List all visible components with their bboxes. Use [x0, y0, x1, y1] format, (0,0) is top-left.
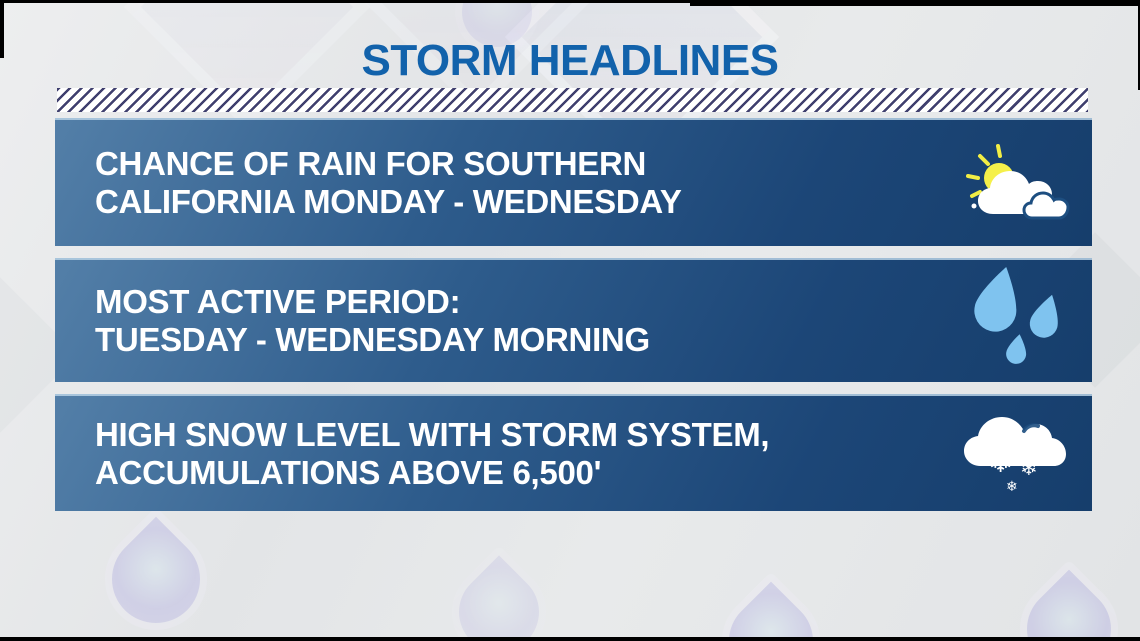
banner-line: CHANCE OF RAIN FOR SOUTHERN: [95, 145, 647, 182]
headline-banner-rain-chance: CHANCE OF RAIN FOR SOUTHERN CALIFORNIA M…: [55, 118, 1092, 246]
banner-text: CHANCE OF RAIN FOR SOUTHERN CALIFORNIA M…: [55, 145, 682, 221]
snow-cloud-icon: ❄ ❄ ❄: [954, 396, 1074, 511]
banner-line: ACCUMULATIONS ABOVE 6,500': [95, 453, 602, 491]
banner-line: MOST ACTIVE PERIOD:: [95, 283, 461, 320]
snowflake-icon: ❄: [1006, 479, 1018, 495]
frame-edge: [1138, 0, 1140, 90]
frame-edge: [0, 637, 1140, 641]
headline-banner-snow-level: HIGH SNOW LEVEL WITH STORM SYSTEM, ACCUM…: [55, 394, 1092, 511]
banner-line: HIGH SNOW LEVEL WITH STORM SYSTEM,: [95, 415, 770, 453]
banner-line: TUESDAY - WEDNESDAY MORNING: [95, 321, 650, 358]
snowflake-icon: ❄: [1020, 456, 1038, 480]
banner-text: MOST ACTIVE PERIOD: TUESDAY - WEDNESDAY …: [55, 283, 650, 359]
headline-banner-active-period: MOST ACTIVE PERIOD: TUESDAY - WEDNESDAY …: [55, 258, 1092, 382]
frame-edge: [0, 0, 1140, 3]
banner-line: CALIFORNIA MONDAY - WEDNESDAY: [95, 183, 682, 220]
frame-edge: [0, 0, 4, 58]
frame-edge: [690, 0, 1140, 6]
partly-sunny-icon: [954, 120, 1074, 246]
hatched-divider: [57, 88, 1088, 112]
raindrops-icon: [954, 260, 1074, 382]
page-title: STORM HEADLINES: [361, 36, 779, 85]
snowflake-icon: ❄: [988, 445, 1014, 480]
banner-text: HIGH SNOW LEVEL WITH STORM SYSTEM, ACCUM…: [55, 415, 770, 492]
